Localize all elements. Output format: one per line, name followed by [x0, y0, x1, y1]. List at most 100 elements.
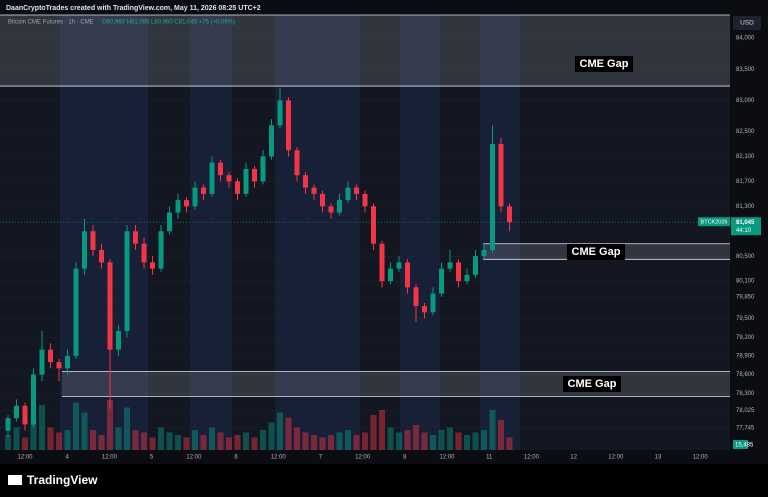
volume-bar [379, 410, 385, 450]
candle-body [218, 162, 223, 176]
y-tick-label: 82,500 [736, 129, 755, 135]
volume-bar [481, 430, 487, 450]
x-tick-label: 12 [570, 455, 577, 461]
volume-bar [336, 432, 343, 450]
gap-label-bg [575, 56, 633, 72]
candle-body [124, 231, 130, 331]
volume-bar [328, 435, 334, 450]
gap-box [62, 371, 730, 397]
candle-body [14, 405, 19, 419]
volume-bar [268, 422, 275, 450]
candle-body [405, 262, 410, 288]
volume-bar [13, 427, 20, 450]
candle-body [320, 193, 325, 207]
volume-bar [260, 430, 266, 450]
x-tick-label: 12:00 [186, 455, 202, 461]
volume-bar [413, 425, 419, 450]
candle-body [192, 187, 198, 207]
candle-body [209, 162, 215, 194]
volume-bar [183, 437, 190, 450]
volume-bar [73, 402, 79, 450]
y-tick-label: 83,000 [736, 98, 755, 104]
gap-label-bg [567, 244, 625, 260]
candle-body [337, 200, 342, 213]
gap-label: CME Gap [572, 246, 621, 258]
volume-bar [217, 432, 224, 450]
candle-body [430, 293, 436, 313]
candle-body [141, 243, 147, 263]
chart-title: Bitcoin CME Futures · 1h · CME [8, 20, 94, 26]
volume-bar [421, 432, 428, 450]
candle-body [158, 231, 164, 269]
y-tick-label: 79,500 [736, 316, 755, 322]
volume-bar [285, 417, 292, 450]
volume-bar [489, 410, 496, 450]
candle-body [167, 212, 172, 232]
candle-body [422, 306, 427, 313]
volume-bar [107, 400, 113, 450]
candle-body [354, 187, 359, 194]
candle-body [294, 150, 300, 176]
volume-tag-bg [733, 440, 748, 449]
candle-body [345, 187, 351, 201]
candle-body [39, 349, 45, 375]
volume-bar [124, 407, 130, 450]
volume-bar [175, 435, 181, 450]
candle-body [303, 175, 308, 188]
y-tick-label: 79,200 [736, 335, 755, 341]
candle-body [269, 125, 274, 157]
candle-body [498, 144, 504, 207]
volume-bar [396, 432, 402, 450]
y-tick-label: 78,600 [736, 372, 755, 378]
candle-body [99, 249, 104, 263]
volume-bar [506, 437, 513, 450]
volume-bar [294, 427, 300, 450]
session-band [275, 15, 360, 450]
candle-body [362, 193, 368, 207]
currency: USD [740, 20, 754, 27]
volume-bar [387, 427, 394, 450]
candle-body [481, 249, 487, 257]
candle-body [175, 200, 181, 213]
footer-brand: TradingView [27, 473, 98, 487]
logo [8, 475, 22, 485]
price-tag-bg [698, 217, 730, 227]
y-tick-label: 78,900 [736, 353, 755, 359]
candle-body [90, 231, 96, 250]
volume-bar [243, 432, 249, 450]
volume-bar [430, 435, 436, 450]
y-tick-label: 80,100 [736, 279, 755, 285]
candle-body [252, 168, 257, 182]
candle-body [439, 268, 444, 294]
candle-body [56, 362, 62, 369]
x-tick-label: 12:00 [693, 455, 709, 461]
candle-body [260, 156, 266, 182]
candle-body [65, 355, 70, 369]
volume-bar [251, 437, 258, 450]
y-tick-label: 77,745 [736, 425, 755, 431]
y-tick-label: 81,700 [736, 179, 755, 185]
gap-box [0, 15, 730, 87]
y-tick-label: 81,300 [736, 204, 755, 210]
footer-bar [0, 464, 768, 497]
volume-bar [132, 430, 139, 450]
volume-bar [81, 412, 88, 450]
x-tick-label: 6 [234, 455, 238, 461]
candle-body [413, 287, 419, 307]
candle-body [82, 231, 87, 269]
x-tick-label: 12:00 [17, 455, 33, 461]
candle-body [379, 243, 385, 282]
x-tick-label: 7 [319, 455, 323, 461]
y-tick-label: 79,850 [736, 294, 755, 300]
candle-body [396, 262, 402, 269]
volume-bar [455, 432, 462, 450]
volume-bar [200, 435, 207, 450]
session-band [480, 15, 520, 450]
candle-body [311, 187, 317, 194]
candle-body [286, 100, 291, 151]
volume-bar [226, 437, 232, 450]
volume-bar [22, 437, 28, 450]
volume-bar [370, 415, 377, 450]
candle-body [22, 405, 28, 425]
